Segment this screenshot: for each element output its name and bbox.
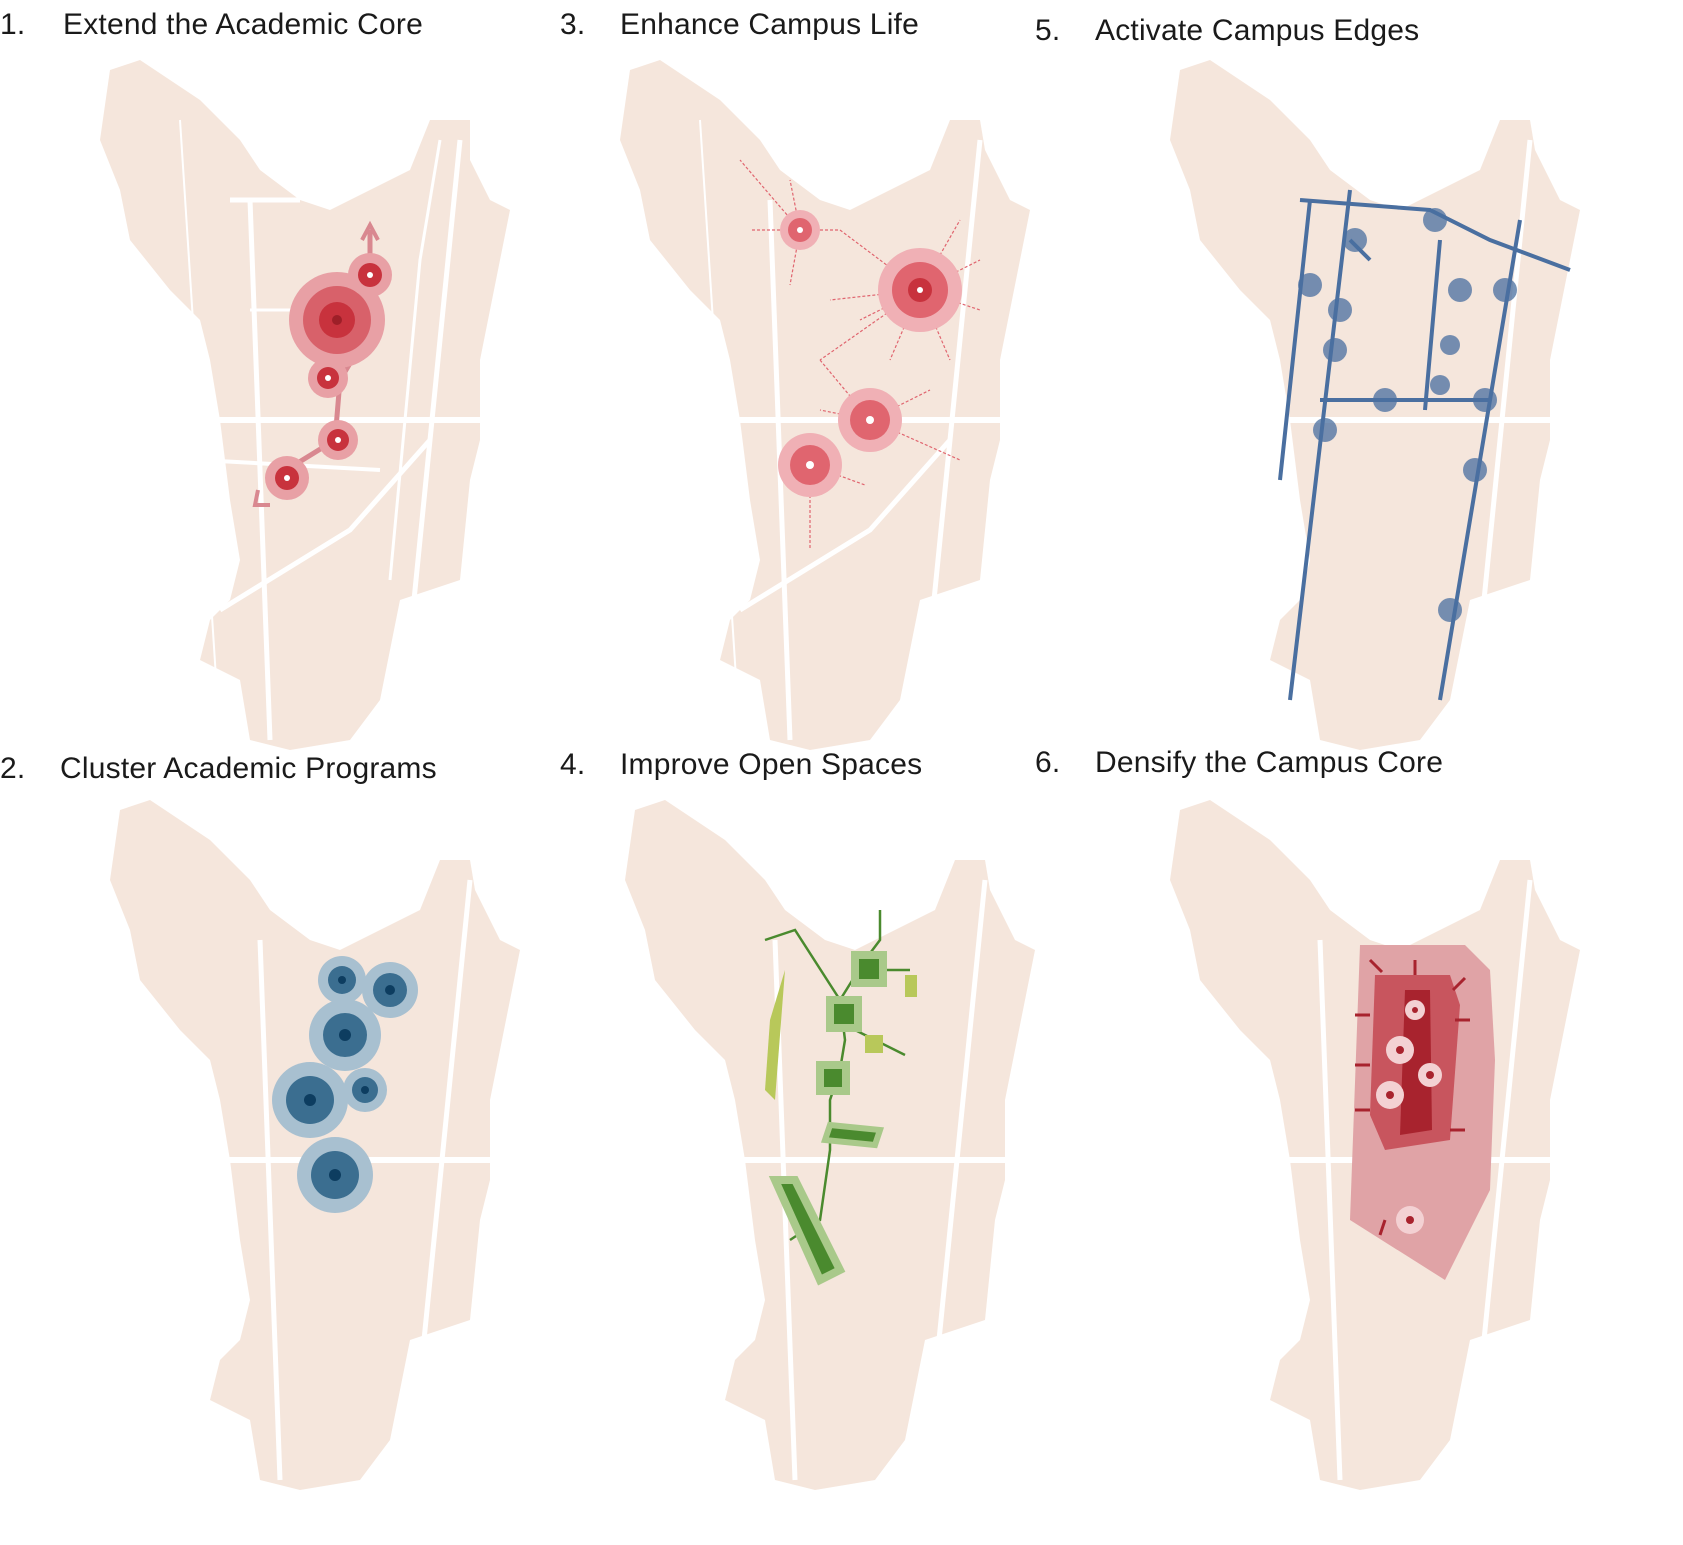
panel-heading: 5. Activate Campus Edges xyxy=(1035,14,1419,48)
panel-title: Cluster Academic Programs xyxy=(60,752,437,785)
panel-extend-academic-core: 1. Extend the Academic Core xyxy=(0,0,560,760)
panel-heading: 1. Extend the Academic Core xyxy=(0,8,423,42)
campus-map xyxy=(620,60,1030,750)
panel-improve-open-spaces: 4. Improve Open Spaces xyxy=(560,748,1120,1545)
panel-densify-campus-core: 6. Densify the Campus Core xyxy=(1035,746,1683,1545)
panel-title: Enhance Campus Life xyxy=(620,8,919,41)
open-space-network xyxy=(764,910,917,1286)
campus-map xyxy=(625,800,1035,1490)
panel-enhance-campus-life: 3. Enhance Campus Life xyxy=(560,0,1120,760)
panel-number: 1. xyxy=(0,8,26,41)
panel-number: 3. xyxy=(560,8,586,41)
campus-base xyxy=(620,60,1030,750)
panel-activate-campus-edges: 5. Activate Campus Edges xyxy=(1035,0,1683,760)
campus-map xyxy=(100,60,510,750)
panel-number: 2. xyxy=(0,752,26,785)
panel-title: Extend the Academic Core xyxy=(63,8,423,41)
program-clusters xyxy=(272,956,418,1213)
panel-title: Improve Open Spaces xyxy=(620,748,923,781)
panel-title: Densify the Campus Core xyxy=(1095,746,1444,779)
campus-base xyxy=(100,60,510,750)
campus-map xyxy=(1170,800,1580,1490)
campus-map xyxy=(1170,60,1580,750)
edge-nodes xyxy=(1298,208,1517,622)
panel-heading: 4. Improve Open Spaces xyxy=(560,748,922,782)
panel-heading: 2. Cluster Academic Programs xyxy=(0,752,437,786)
panel-number: 5. xyxy=(1035,14,1061,47)
campus-life-hubs xyxy=(778,210,962,497)
densify-zone xyxy=(1350,945,1495,1280)
panel-title: Activate Campus Edges xyxy=(1095,14,1420,47)
panel-number: 6. xyxy=(1035,746,1061,779)
panel-heading: 6. Densify the Campus Core xyxy=(1035,746,1443,780)
panel-number: 4. xyxy=(560,748,586,781)
panel-heading: 3. Enhance Campus Life xyxy=(560,8,919,42)
core-node-path xyxy=(252,220,392,507)
panel-cluster-academic-programs: 2. Cluster Academic Programs xyxy=(0,752,560,1545)
campus-map xyxy=(110,800,520,1490)
